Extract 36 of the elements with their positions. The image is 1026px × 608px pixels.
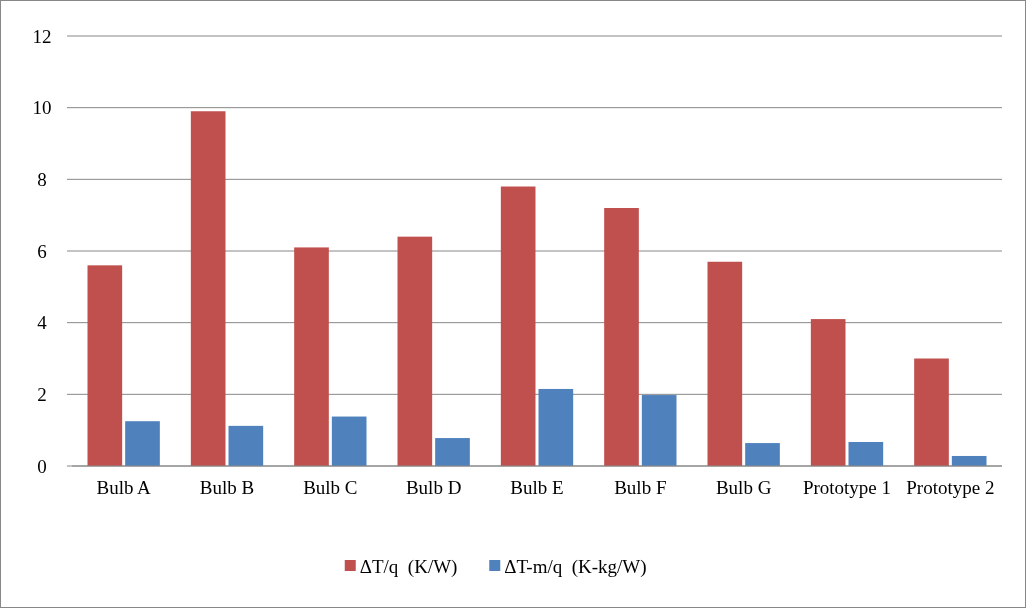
x-tick-label: Bulb B [199, 477, 255, 498]
bar [87, 265, 123, 466]
legend-label: ΔT-m/q (K-kg/W) [504, 555, 647, 578]
bar [707, 261, 743, 466]
bar [228, 425, 264, 466]
bar [641, 395, 677, 466]
y-tick-label: 0 [37, 455, 47, 477]
bar [190, 111, 226, 466]
x-tick-label: Prototype 1 [802, 477, 892, 498]
x-tick-label: Bulb D [405, 477, 462, 498]
y-tick-label: 8 [37, 168, 47, 190]
bar [435, 438, 470, 466]
bar [500, 186, 536, 466]
legend-label: ΔT/q (K/W) [359, 555, 458, 578]
bar [745, 443, 780, 466]
bar [951, 455, 987, 466]
bar [331, 416, 367, 466]
y-tick-label: 12 [32, 25, 52, 47]
bar [294, 247, 329, 466]
y-tick-label: 10 [32, 97, 52, 119]
x-tick-label: Bulb C [303, 477, 358, 498]
bar [604, 208, 639, 466]
x-tick-label: Prototype 2 [906, 477, 995, 498]
y-tick-label: 2 [37, 383, 47, 405]
x-tick-label: Bulb E [510, 477, 564, 498]
bar [397, 236, 433, 466]
x-tick-label: Bulb F [614, 477, 667, 498]
y-tick-label: 4 [37, 312, 48, 334]
x-tick-label: Bulb A [96, 477, 152, 498]
x-tick-label: Bulb G [715, 477, 772, 498]
bar [538, 388, 574, 466]
bar [125, 421, 160, 466]
bar [810, 319, 846, 466]
y-tick-label: 6 [37, 240, 47, 262]
bar [848, 441, 884, 466]
bar [914, 358, 949, 466]
